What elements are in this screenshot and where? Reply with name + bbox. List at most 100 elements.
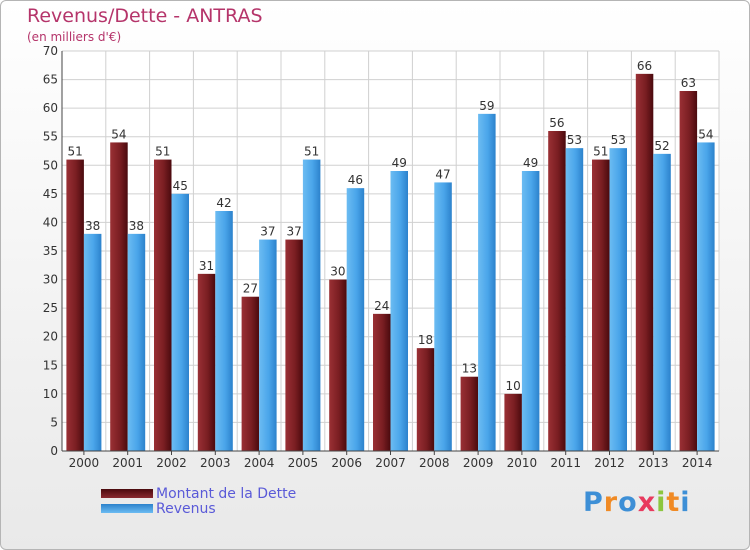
x-tick-label: 2006 xyxy=(331,456,362,470)
x-tick-label: 2009 xyxy=(463,456,494,470)
y-tick-label: 30 xyxy=(43,273,58,287)
data-label-revenus: 53 xyxy=(567,133,582,147)
data-label-revenus: 38 xyxy=(85,219,100,233)
bar-dette xyxy=(154,159,172,452)
data-label-dette: 31 xyxy=(199,259,214,273)
data-label-dette: 37 xyxy=(287,225,302,239)
x-tick-label: 2004 xyxy=(244,456,275,470)
data-label-revenus: 59 xyxy=(479,99,494,113)
data-label-revenus: 54 xyxy=(698,127,713,141)
x-tick-label: 2003 xyxy=(200,456,231,470)
logo-letter: x xyxy=(637,487,657,518)
legend-swatch-dette xyxy=(101,489,153,498)
bar-dette xyxy=(635,73,654,451)
data-label-dette: 10 xyxy=(506,379,521,393)
data-label-revenus: 53 xyxy=(611,133,626,147)
x-tick-label: 2013 xyxy=(638,456,669,470)
y-tick-label: 50 xyxy=(43,158,58,172)
bar-revenus xyxy=(521,171,540,451)
legend-swatch-revenus xyxy=(101,504,153,513)
x-tick-label: 2012 xyxy=(594,456,625,470)
bar-dette xyxy=(373,313,391,451)
y-tick-label: 0 xyxy=(50,444,58,458)
data-label-dette: 56 xyxy=(549,116,564,130)
bar-dette xyxy=(329,279,347,451)
proxiti-logo: Proxiti xyxy=(583,487,691,518)
bar-dette xyxy=(460,376,479,451)
y-tick-label: 65 xyxy=(43,73,58,87)
y-tick-label: 5 xyxy=(50,415,58,429)
logo-letter: P xyxy=(583,487,604,518)
bar-dette xyxy=(66,159,84,452)
y-tick-label: 20 xyxy=(43,330,58,344)
data-label-dette: 66 xyxy=(637,59,652,73)
bar-revenus xyxy=(346,188,365,451)
x-tick-label: 2000 xyxy=(69,456,100,470)
y-tick-label: 40 xyxy=(43,215,58,229)
bar-revenus xyxy=(171,193,189,451)
bar-revenus xyxy=(434,182,452,451)
data-label-dette: 30 xyxy=(330,265,345,279)
data-label-revenus: 38 xyxy=(129,219,144,233)
bar-revenus xyxy=(302,159,321,452)
y-tick-label: 60 xyxy=(43,101,58,115)
data-label-dette: 51 xyxy=(593,145,608,159)
bar-dette xyxy=(548,131,566,451)
y-tick-label: 45 xyxy=(43,187,58,201)
data-label-revenus: 42 xyxy=(216,196,231,210)
y-tick-label: 55 xyxy=(43,130,58,144)
data-label-revenus: 45 xyxy=(173,179,188,193)
bar-dette xyxy=(416,348,435,451)
y-tick-label: 10 xyxy=(43,387,58,401)
data-label-dette: 51 xyxy=(68,145,83,159)
bar-dette xyxy=(592,159,610,452)
bar-dette xyxy=(110,142,128,451)
bar-revenus xyxy=(478,113,496,451)
data-label-dette: 24 xyxy=(374,299,389,313)
bar-revenus xyxy=(390,171,408,451)
x-tick-label: 2002 xyxy=(156,456,187,470)
logo-letter: o xyxy=(618,487,638,518)
data-label-dette: 51 xyxy=(155,145,170,159)
data-label-dette: 13 xyxy=(462,362,477,376)
logo-letter: i xyxy=(680,487,691,518)
bar-revenus xyxy=(127,233,146,451)
logo-letter: i xyxy=(656,487,667,518)
x-tick-label: 2008 xyxy=(419,456,450,470)
bar-dette xyxy=(679,91,698,451)
logo-letter: r xyxy=(603,487,619,518)
chart-subtitle: (en milliers d'€) xyxy=(27,30,122,44)
bar-revenus xyxy=(609,148,627,451)
bar-dette xyxy=(241,296,260,451)
bar-revenus xyxy=(259,239,277,451)
bar-dette xyxy=(504,393,522,451)
data-label-revenus: 46 xyxy=(348,173,363,187)
y-tick-label: 25 xyxy=(43,301,58,315)
y-tick-label: 35 xyxy=(43,244,58,258)
y-tick-label: 15 xyxy=(43,358,58,372)
logo-letter: t xyxy=(666,487,681,518)
data-label-dette: 27 xyxy=(243,282,258,296)
bar-revenus xyxy=(83,233,102,451)
data-label-dette: 18 xyxy=(418,333,433,347)
data-label-dette: 63 xyxy=(681,76,696,90)
data-label-revenus: 47 xyxy=(435,167,450,181)
bar-revenus xyxy=(565,148,584,451)
data-label-revenus: 37 xyxy=(260,225,275,239)
data-label-revenus: 49 xyxy=(392,156,407,170)
y-tick-label: 70 xyxy=(43,44,58,58)
x-tick-label: 2005 xyxy=(288,456,319,470)
legend-label-dette: Montant de la Dette xyxy=(156,486,297,502)
x-tick-label: 2011 xyxy=(550,456,581,470)
data-label-dette: 54 xyxy=(111,127,126,141)
data-label-revenus: 49 xyxy=(523,156,538,170)
x-tick-label: 2014 xyxy=(682,456,713,470)
data-label-revenus: 51 xyxy=(304,145,319,159)
legend-label-revenus: Revenus xyxy=(156,501,216,517)
bar-revenus xyxy=(697,142,715,451)
bar-dette xyxy=(285,239,303,451)
chart-title: Revenus/Dette - ANTRAS xyxy=(27,5,263,27)
x-tick-label: 2010 xyxy=(507,456,538,470)
